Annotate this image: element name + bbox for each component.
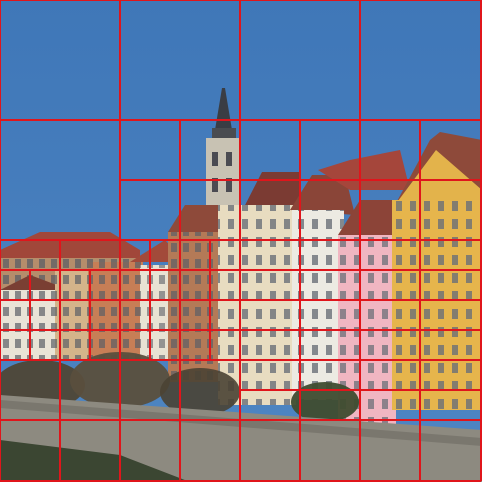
cream-house xyxy=(218,172,302,405)
yellow-house xyxy=(392,132,482,410)
left-houses xyxy=(0,232,185,360)
river-water xyxy=(0,440,190,482)
church-tower xyxy=(206,88,240,208)
brown-house xyxy=(168,205,245,382)
